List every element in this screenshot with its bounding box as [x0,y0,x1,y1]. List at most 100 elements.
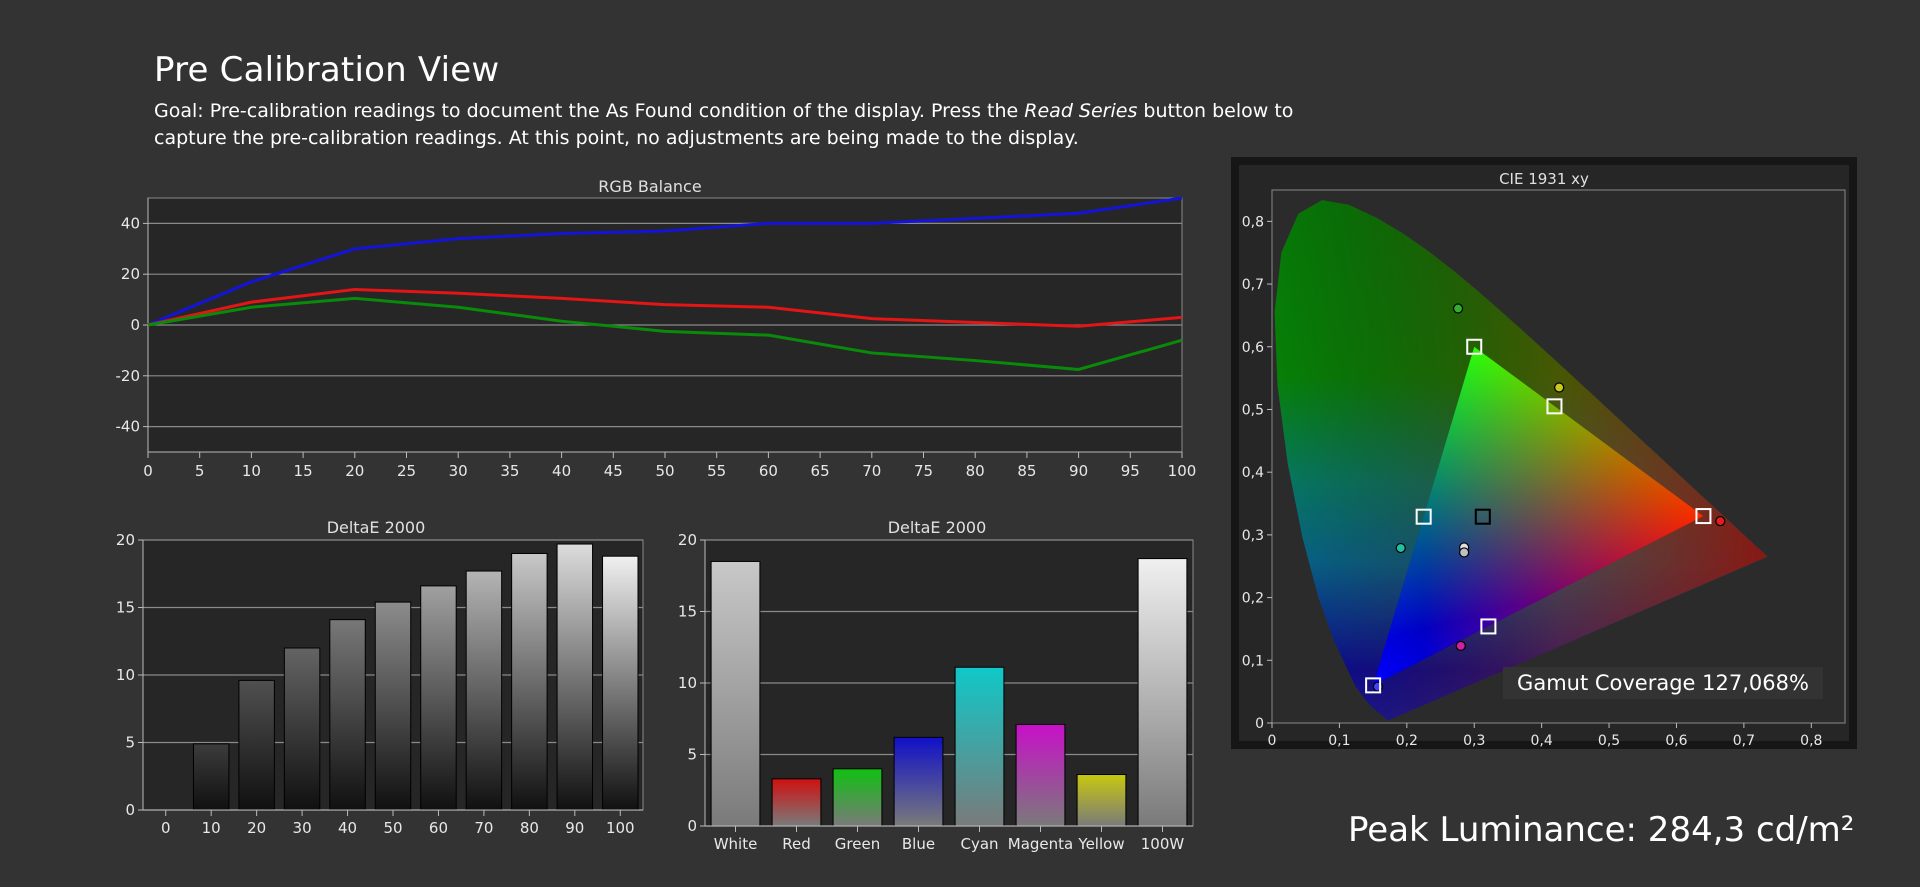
rgb-x-tick-label: 40 [552,462,571,480]
cie-y-tick-label: 0,1 [1242,653,1264,669]
cie-x-tick-label: 0,6 [1665,733,1687,749]
rgb-y-tick-label: 20 [121,265,140,283]
deltae-gray-x-tick-label: 20 [247,819,266,837]
deltae-color-bar [710,560,761,827]
rgb-x-tick-label: 10 [242,462,261,480]
deltae-color-y-tick-label: 0 [687,817,697,835]
rgb-balance-chart: RGB Balance 40 20 0 -20 -40 0 5 10 15 20 25 30 35 40 4… [116,177,1197,480]
cie-y-tick-label: 0,4 [1242,465,1264,481]
goal-prefix: Goal: Pre-calibration readings to docume… [154,100,1025,122]
rgb-x-tick-label: 5 [195,462,205,480]
cie-x-tick-label: 0,4 [1531,733,1553,749]
deltae-gray-bar [283,647,321,811]
deltae-gray-bar [192,743,230,811]
rgb-x-tick-label: 15 [294,462,313,480]
deltae-color-bar [1137,558,1188,827]
deltae-color-x-tick-label: White [714,835,758,852]
cie-x-tick-label: 0,5 [1598,733,1620,749]
cie-x-tick-label: 0,7 [1733,733,1755,749]
cie-y-tick-label: 0,8 [1242,214,1264,230]
rgb-x-tick-label: 45 [604,462,623,480]
deltae-gray-y-tick-label: 20 [116,531,135,549]
deltae-color-x-tick-label: 100W [1141,835,1185,852]
deltae-gray-title: DeltaE 2000 [327,518,426,537]
rgb-series-green [147,296,1183,371]
rgb-x-tick-label: 55 [707,462,726,480]
deltae-gray-y-tick-label: 5 [125,734,135,752]
deltae-color-x-tick-label: Blue [902,835,935,852]
deltae-gray-bar [238,679,275,811]
deltae-color-x-tick-label: Magenta [1008,835,1073,852]
rgb-x-tick-label: 85 [1017,462,1036,480]
cie-y-tick-label: 0,5 [1242,402,1264,418]
gamut-triangle [1373,346,1704,686]
deltae-gray-x-tick-label: 60 [429,819,448,837]
deltae-gray-x-tick-label: 30 [293,819,312,837]
cie-target-square-cyan [1415,508,1432,525]
deltae-gray-x-tick-label: 10 [202,819,221,837]
deltae-gray-bar [374,601,412,811]
cie-measured-point-green [1452,303,1464,314]
cie-x-tick-label: 0,8 [1800,733,1822,749]
deltae-color-y-tick-label: 10 [678,674,697,692]
cie-target-square-green [1466,338,1483,355]
deltae-gray-bar [602,555,639,811]
deltae-gray-x-tick-label: 100 [606,819,635,837]
deltae-color-title: DeltaE 2000 [888,518,987,537]
deltae-gray-x-tick-label: 40 [338,819,357,837]
cie-target-square-blue [1365,677,1382,694]
goal-text: Goal: Pre-calibration readings to docume… [154,98,1304,152]
rgb-series-red [147,287,1183,328]
deltae-gray-x-tick-label: 70 [474,819,493,837]
rgb-x-tick-label: 100 [1168,462,1197,480]
rgb-x-tick-label: 30 [449,462,468,480]
goal-emphasis: Read Series [1024,100,1138,122]
cie-target-square-red [1695,508,1712,525]
deltae-color-y-tick-label: 5 [687,746,697,764]
deltae-color-y-tick-label: 20 [678,531,697,549]
rgb-y-tick-label: -20 [116,367,141,385]
cie-x-tick-label: 0,2 [1396,733,1418,749]
cie-measured-point-magenta [1455,640,1466,651]
deltae-color-bar [1015,723,1066,827]
deltae-gray-bar [329,619,366,811]
deltae-color-y-tick-label: 15 [678,603,697,621]
deltae-color-x-tick-label: Yellow [1077,835,1124,852]
rgb-x-tick-label: 20 [345,462,364,480]
rgb-x-tick-label: 60 [759,462,778,480]
cie-measured-point-100w [1459,547,1470,558]
rgb-x-tick-label: 95 [1121,462,1140,480]
deltae-color-x-tick-label: Green [835,835,880,852]
deltae-gray-bar [420,585,457,811]
cie-target-square-magenta [1480,618,1497,635]
rgb-series-blue [147,196,1183,327]
deltae-gray-bar [556,543,594,811]
page-title: Pre Calibration View [154,50,500,90]
goal-suffix: button below to capture the pre-calibrat… [154,100,1294,149]
rgb-x-tick-label: 75 [914,462,933,480]
cie-y-tick-label: 0,6 [1242,340,1264,356]
rgb-x-tick-label: 35 [500,462,519,480]
cie-y-tick-label: 0,2 [1242,591,1264,607]
deltae-color-bar [832,768,883,827]
cie-target-square-white [1474,508,1491,525]
rgb-y-tick-label: 0 [130,316,140,334]
deltae-gray-bar [465,570,503,811]
gamut-coverage-box [1503,667,1823,699]
cie-x-tick-label: 0 [1268,733,1277,749]
cie-target-square-yellow [1546,398,1563,415]
cie-measured-point-yellow [1554,382,1565,393]
rgb-x-tick-label: 50 [655,462,674,480]
deltae-gray-y-tick-label: 15 [116,599,135,617]
cie-x-tick-label: 0,1 [1328,733,1350,749]
peak-luminance: Peak Luminance: 284,3 cd/m² [1348,810,1855,850]
gamut-triangle-layer [1373,346,1704,686]
rgb-x-tick-label: 70 [862,462,881,480]
rgb-y-tick-label: 40 [121,214,140,232]
cie-x-tick-label: 0,3 [1463,733,1485,749]
rgb-y-tick-label: -40 [116,418,141,436]
deltae-color-x-tick-label: Red [782,835,811,852]
cie-y-tick-label: 0,7 [1242,277,1264,293]
deltae-gray-y-tick-label: 10 [116,666,135,684]
